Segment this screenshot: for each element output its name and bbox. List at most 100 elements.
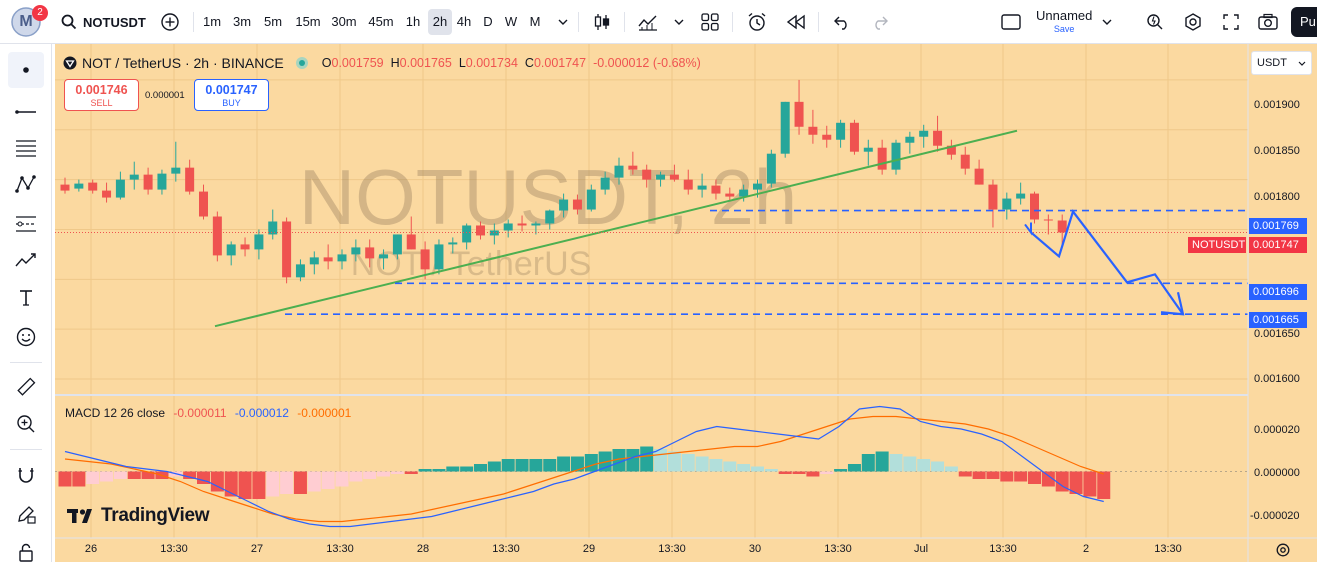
candle-body: [434, 244, 444, 270]
snapshot-button[interactable]: [1255, 0, 1281, 44]
text-tool[interactable]: [8, 280, 44, 316]
chart-type-button[interactable]: [590, 0, 614, 44]
ohlc-open: O0.001759: [322, 56, 384, 70]
ohlc-high: H0.001765: [391, 56, 452, 70]
candle-body: [489, 230, 499, 236]
timeframe-15m[interactable]: 15m: [295, 14, 321, 29]
fullscreen-icon: [1223, 14, 1239, 30]
candle-body: [503, 223, 513, 231]
candle-body: [753, 183, 762, 190]
timeframe-4h[interactable]: 4h: [456, 14, 472, 29]
timeframe-2h[interactable]: 2h: [428, 9, 452, 35]
high-value: 0.001765: [399, 56, 452, 70]
candle-body: [1030, 193, 1039, 220]
brush-tool[interactable]: [8, 242, 44, 278]
measure-tool[interactable]: [8, 369, 44, 405]
buy-button[interactable]: 0.001747 BUY: [194, 79, 269, 111]
macd-histogram-bar: [778, 471, 792, 474]
last-price-badge: 0.001747: [1249, 237, 1307, 253]
macd-histogram-bar: [751, 466, 764, 472]
gear-icon: [1185, 13, 1201, 31]
indicators-button[interactable]: [636, 0, 660, 44]
cursor-tool[interactable]: [8, 52, 44, 88]
macd-histogram-bar: [501, 459, 515, 472]
macd-histogram-bar: [1097, 471, 1111, 499]
redo-button[interactable]: [868, 0, 892, 44]
lock-tool[interactable]: [8, 534, 44, 570]
time-tick: 13:30: [824, 543, 852, 555]
settings-button[interactable]: [1180, 0, 1206, 44]
candle-body: [600, 177, 610, 190]
replay-button[interactable]: [783, 0, 809, 44]
timeframe-30m[interactable]: 30m: [331, 14, 357, 29]
timeframe-W[interactable]: W: [504, 14, 518, 29]
macd-histogram-bar: [280, 471, 294, 494]
timeframe-dropdown[interactable]: [555, 0, 571, 44]
legend-title[interactable]: NOT / TetherUS · 2h · BINANCE: [82, 55, 284, 71]
candle-body: [88, 182, 98, 191]
candle-body: [849, 122, 859, 152]
trend-line-tool[interactable]: [8, 94, 44, 130]
prediction-tool[interactable]: [8, 206, 44, 242]
symbol-search-button[interactable]: NOTUSDT: [60, 0, 152, 44]
candle-body: [836, 122, 846, 140]
macd-tick: 0.000000: [1254, 467, 1300, 479]
macd-tick: 0.000020: [1254, 424, 1300, 436]
candle-body: [517, 223, 527, 226]
compare-symbol-button[interactable]: [158, 0, 182, 44]
layout-name-button[interactable]: Unnamed Save: [1000, 0, 1128, 44]
low-value: 0.001734: [465, 56, 518, 70]
macd-histogram-bar: [529, 459, 543, 472]
quick-search-button[interactable]: [1142, 0, 1168, 44]
ruler-icon: [17, 377, 36, 396]
pattern-tool[interactable]: [8, 166, 44, 202]
price-tick: 0.001600: [1254, 373, 1300, 385]
alert-button[interactable]: [744, 0, 770, 44]
user-avatar[interactable]: M 2: [10, 5, 48, 38]
icon-tool[interactable]: [8, 319, 44, 355]
timeframe-45m[interactable]: 45m: [368, 14, 394, 29]
macd-histogram-bar: [460, 466, 474, 472]
candles-icon: [594, 14, 610, 30]
candle-body: [863, 147, 873, 152]
lock-icon: [19, 543, 33, 562]
divider: [193, 12, 194, 32]
undo-button[interactable]: [830, 0, 854, 44]
timeframe-M[interactable]: M: [529, 14, 541, 29]
fib-tool[interactable]: [8, 129, 44, 165]
candle-body: [974, 168, 984, 185]
fullscreen-button[interactable]: [1218, 0, 1244, 44]
draw-mode-tool[interactable]: [8, 496, 44, 532]
candle-body: [586, 189, 596, 210]
timeframe-5m[interactable]: 5m: [263, 14, 283, 29]
chart-area[interactable]: NOTUSDT, 2h NOT / TetherUS NOT / TetherU…: [55, 44, 1317, 562]
sell-button[interactable]: 0.001746 SELL: [64, 79, 139, 111]
timeframe-D[interactable]: D: [483, 14, 493, 29]
indicators-dropdown[interactable]: [672, 0, 686, 44]
currency-selector[interactable]: USDT: [1251, 51, 1312, 75]
macd-legend[interactable]: MACD 12 26 close -0.000011 -0.000012 -0.…: [65, 406, 351, 420]
timeframe-1m[interactable]: 1m: [202, 14, 222, 29]
toolbar-divider: [10, 362, 42, 363]
magnet-tool[interactable]: [8, 457, 44, 493]
candle-body: [392, 234, 402, 255]
text-icon: [20, 290, 32, 306]
publish-button[interactable]: Pu: [1291, 7, 1317, 37]
chevron-down-icon: [1298, 61, 1306, 66]
axis-settings-button[interactable]: [1275, 542, 1293, 560]
time-tick: 13:30: [160, 543, 188, 555]
candle-body: [739, 189, 749, 197]
macd-histogram-bar: [183, 471, 197, 479]
tradingview-logo[interactable]: TradingView: [67, 505, 210, 527]
zoom-tool[interactable]: [8, 406, 44, 442]
timeframe-3m[interactable]: 3m: [232, 14, 252, 29]
open-value: 0.001759: [331, 56, 384, 70]
candle-body: [1043, 219, 1053, 221]
macd-histogram-bar: [1014, 471, 1028, 482]
timeframe-1h[interactable]: 1h: [405, 14, 421, 29]
candle-body: [988, 184, 998, 210]
chart-canvas[interactable]: NOTUSDT, 2h NOT / TetherUS: [55, 44, 1317, 562]
macd-histogram-bar: [792, 471, 806, 474]
layouts-button[interactable]: [698, 0, 722, 44]
time-axis[interactable]: 26 13:30 27 13:30 28 13:30 29 13:30 30 13:30 Jul 13…: [55, 538, 1248, 562]
